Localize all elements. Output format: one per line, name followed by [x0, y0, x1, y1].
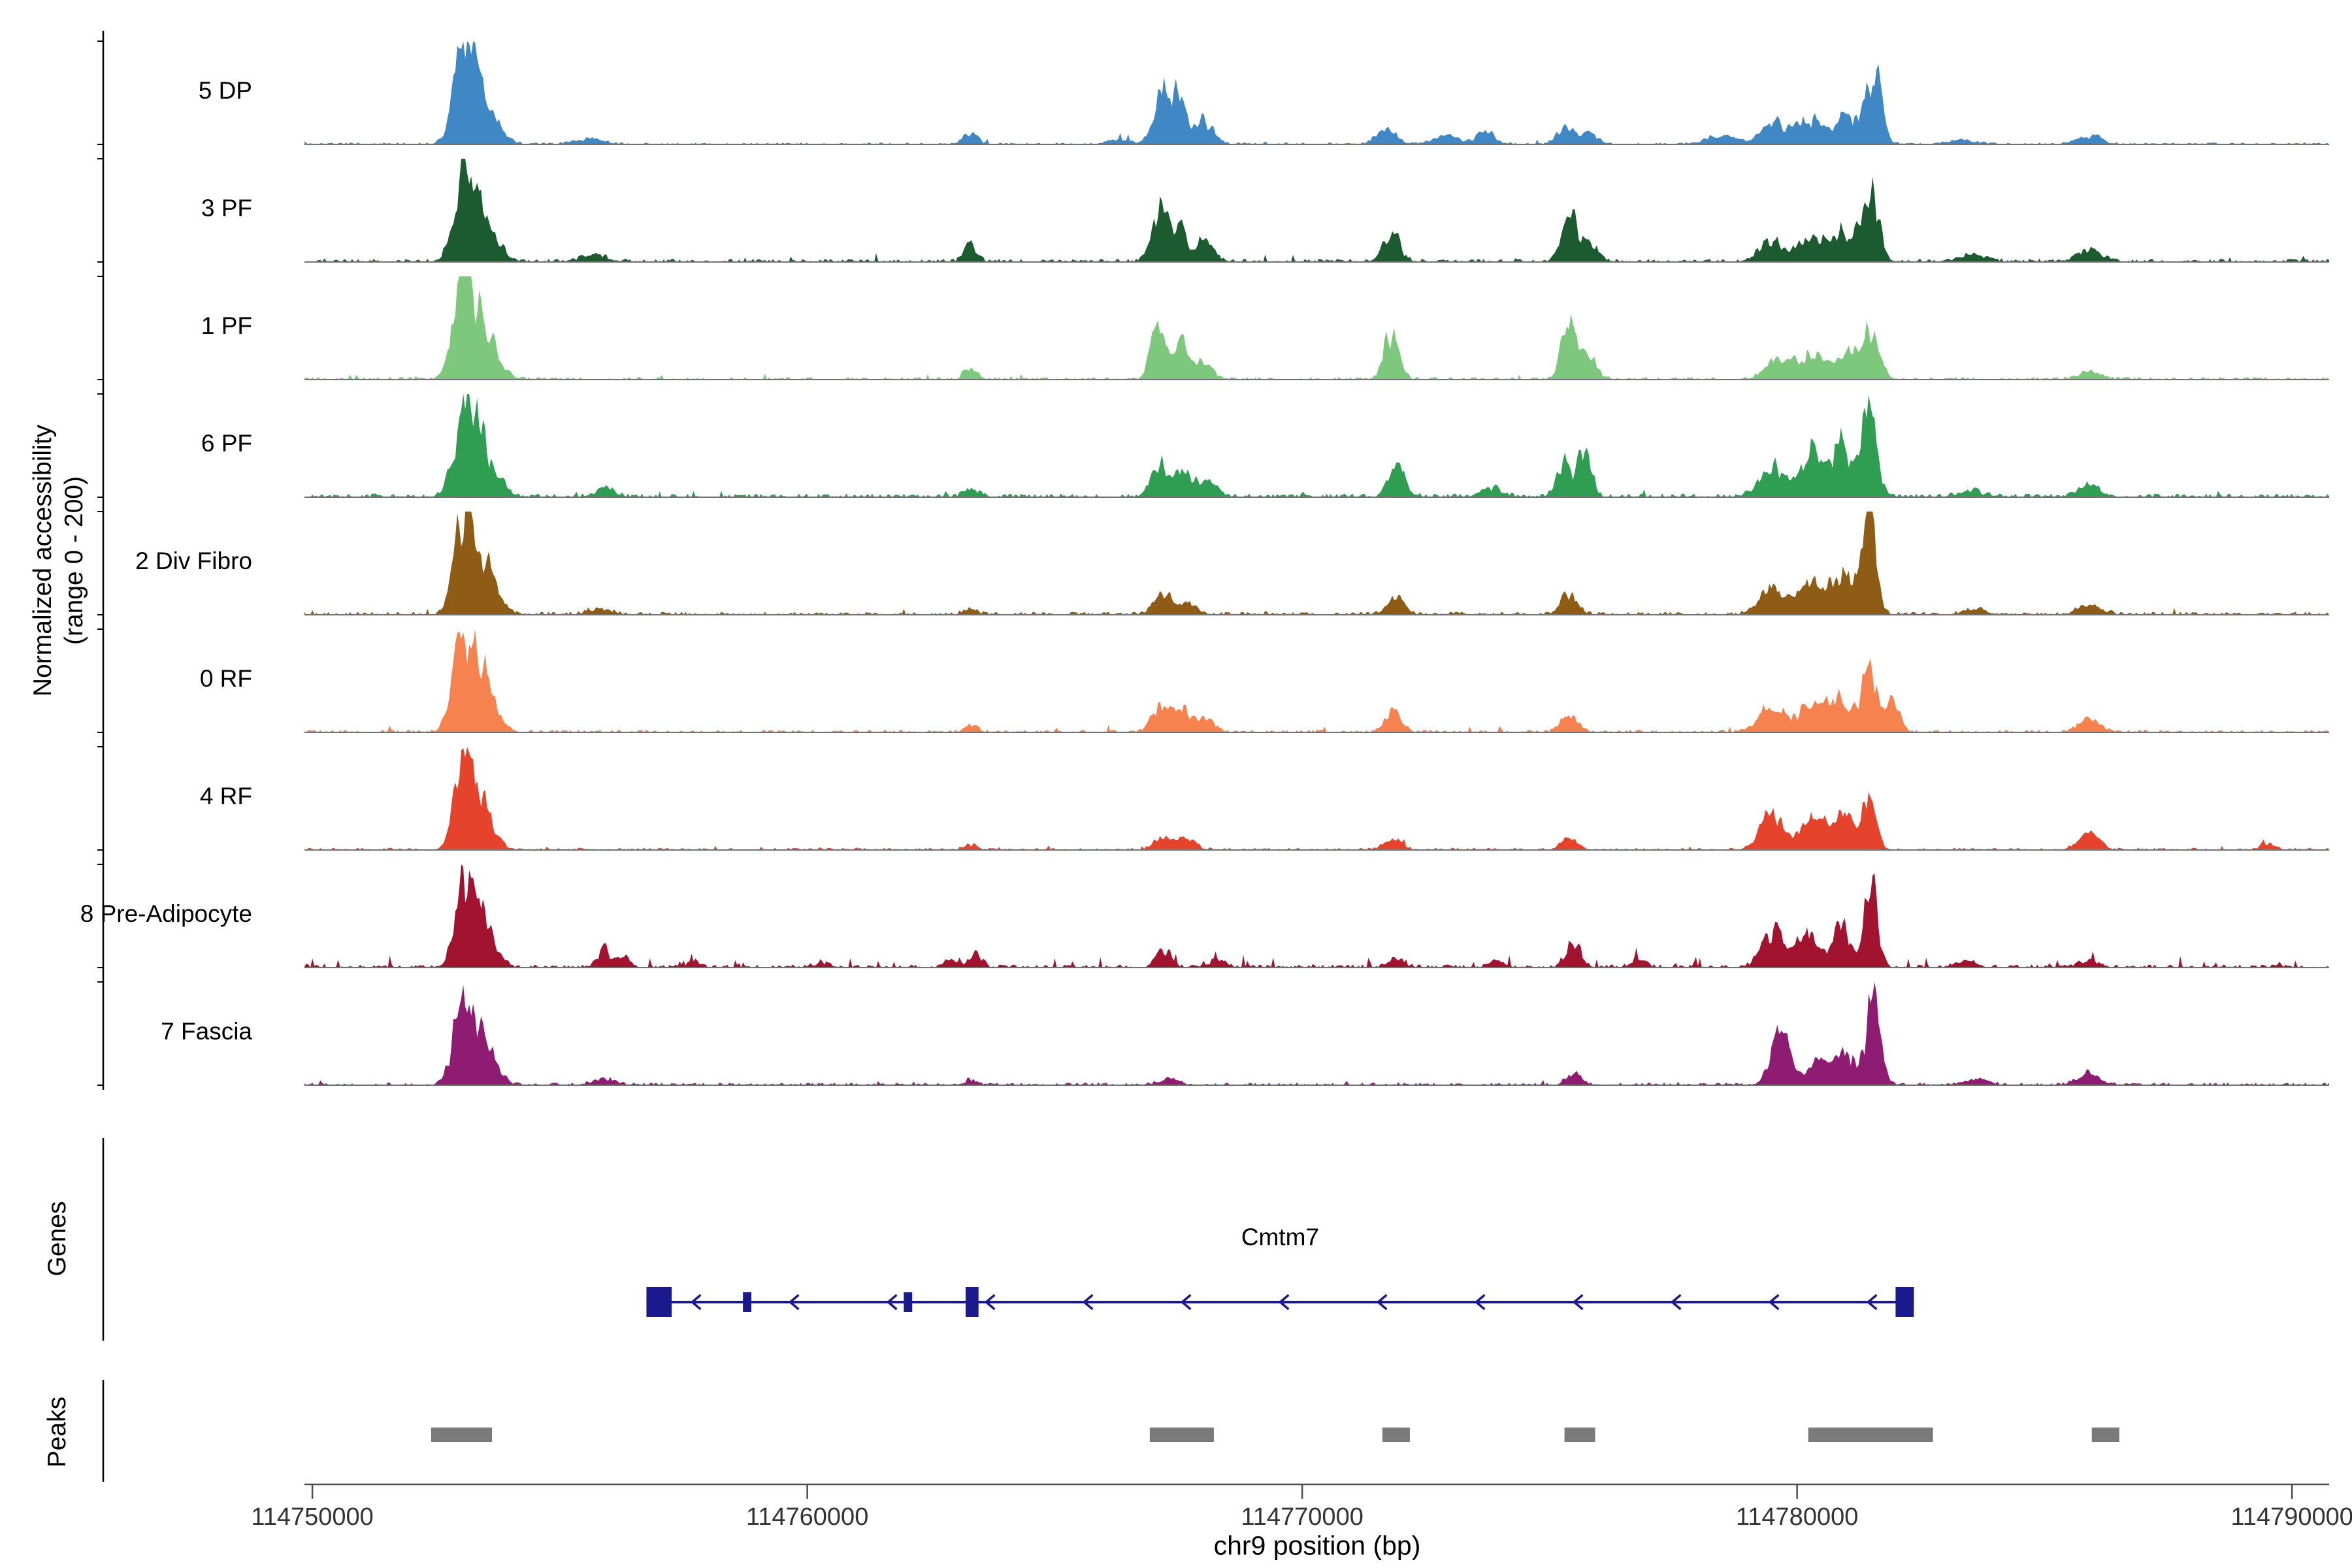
signal-track-7-fascia	[304, 982, 2329, 1085]
track-label: 2 Div Fibro	[135, 547, 252, 574]
gene-strand-arrow	[1376, 1294, 1388, 1311]
gene-strand-arrow	[1278, 1294, 1290, 1311]
gene-exon	[743, 1292, 752, 1312]
gene-name-label: Cmtm7	[1241, 1224, 1319, 1250]
signal-track-4-rf	[304, 747, 2329, 850]
track-label: 5 DP	[199, 77, 252, 104]
signal-track-2-div-fibro	[304, 512, 2329, 615]
peaks-section-label: Peaks	[43, 1396, 71, 1468]
x-axis-title: chr9 position (bp)	[1213, 1530, 1421, 1561]
gene-strand-arrow	[1866, 1294, 1878, 1311]
gene-strand-arrow	[1572, 1294, 1584, 1311]
x-axis-tick-label: 114780000	[1736, 1503, 1858, 1531]
track-label: 4 RF	[200, 783, 252, 809]
peak-region-bar	[2091, 1428, 2119, 1442]
gene-exon	[966, 1287, 979, 1317]
gene-exon	[1895, 1287, 1914, 1317]
peak-region-bar	[1149, 1428, 1214, 1442]
gene-strand-arrow	[1670, 1294, 1682, 1311]
signal-track-0-rf	[304, 629, 2329, 732]
signal-track-3-pf	[304, 159, 2329, 262]
signal-track-1-pf	[304, 276, 2329, 380]
peak-region-bar	[1808, 1428, 1933, 1442]
peak-region-bar	[1382, 1428, 1410, 1442]
gene-strand-arrow	[690, 1294, 702, 1311]
gene-strand-arrow	[984, 1294, 996, 1311]
signal-track-8-pre-adipocyte	[304, 864, 2329, 968]
x-axis-tick-label: 114790000	[2230, 1503, 2352, 1531]
track-label: 1 PF	[201, 312, 252, 339]
gene-strand-arrow	[1768, 1294, 1780, 1311]
peak-region-bar	[431, 1428, 493, 1442]
signal-track-5-dp	[304, 41, 2329, 144]
gene-strand-arrow	[788, 1294, 800, 1311]
track-label: 7 Fascia	[161, 1018, 252, 1045]
x-axis-tick-label: 114760000	[746, 1503, 868, 1531]
track-label: 0 RF	[200, 665, 252, 692]
x-axis-tick-label: 114750000	[251, 1503, 373, 1531]
gene-strand-arrow	[1180, 1294, 1192, 1311]
track-label: 8 Pre-Adipocyte	[80, 900, 252, 927]
y-axis-label: Normalized accessibility	[29, 424, 57, 697]
gene-exon	[646, 1287, 672, 1317]
gene-strand-arrow	[1082, 1294, 1094, 1311]
genes-section-label: Genes	[43, 1201, 71, 1277]
gene-strand-arrow	[886, 1294, 898, 1311]
track-label: 3 PF	[201, 195, 252, 221]
signal-track-6-pf	[304, 394, 2329, 497]
y-axis-range-label: (range 0 - 200)	[60, 476, 88, 645]
gene-strand-arrow	[1474, 1294, 1486, 1311]
gene-exon	[904, 1292, 913, 1312]
track-label: 6 PF	[201, 430, 252, 457]
peak-region-bar	[1564, 1428, 1595, 1442]
x-axis-tick-label: 114770000	[1241, 1503, 1363, 1531]
